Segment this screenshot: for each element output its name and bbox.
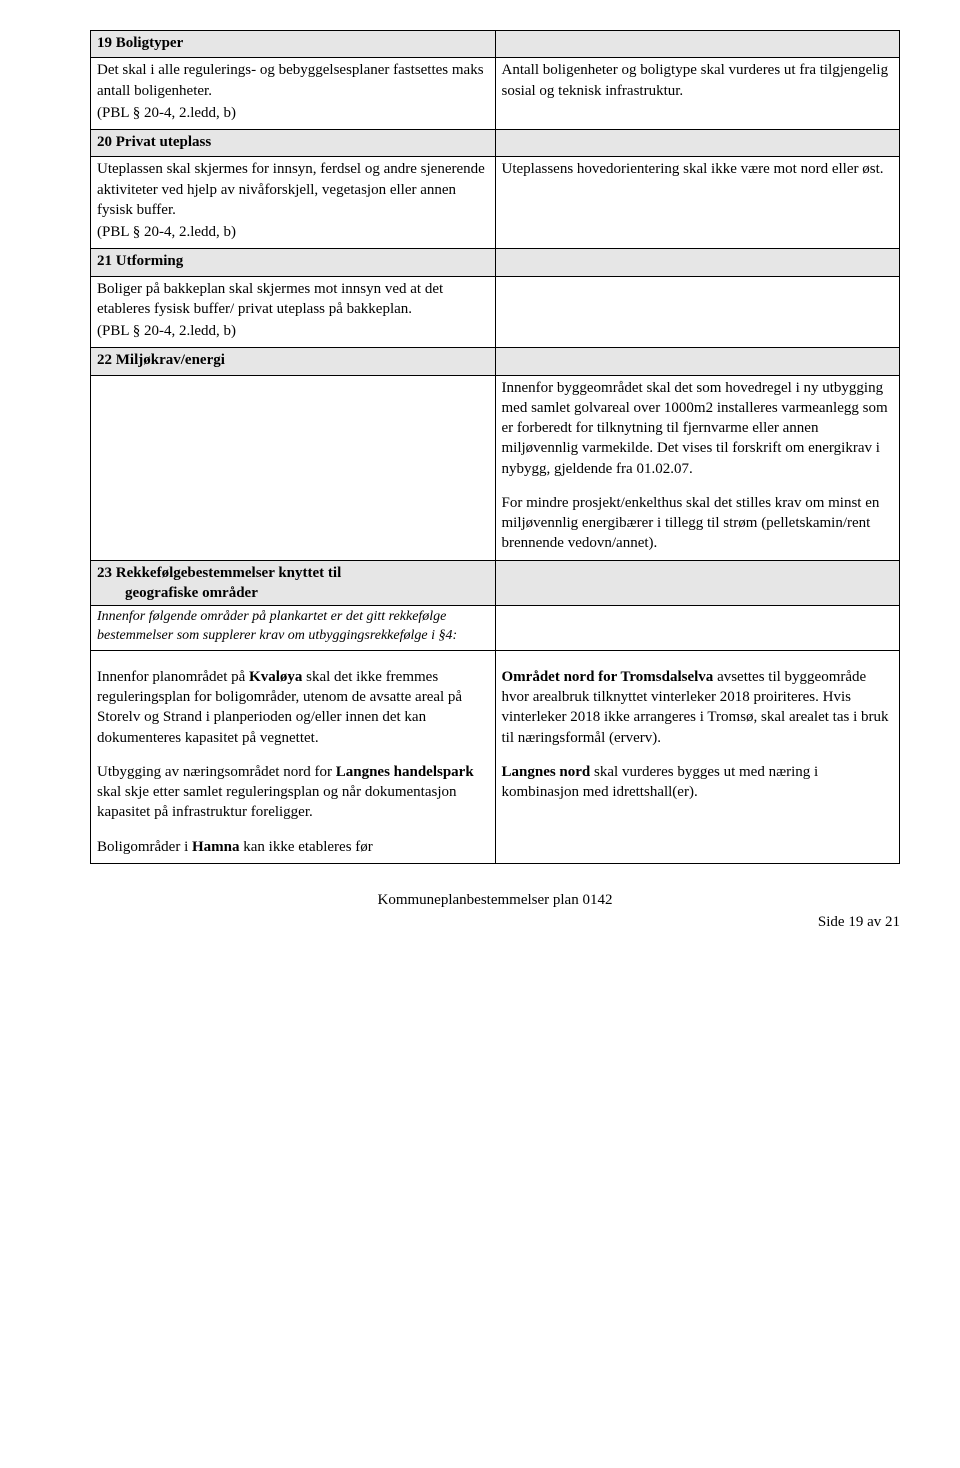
text-bold: Langnes nord (502, 764, 591, 780)
section-20-header-right (495, 130, 900, 157)
section-20-header-row: 20 Privat uteplass (91, 130, 900, 157)
section-21-left: Boliger på bakkeplan skal skjermes mot i… (91, 276, 496, 348)
text: Boligområder i (97, 839, 192, 855)
text: Innenfor planområdet på Kvaløya skal det… (97, 667, 489, 748)
section-20-right: Uteplassens hovedorientering skal ikke v… (495, 157, 900, 249)
section-21-right (495, 276, 900, 348)
section-23-title: 23 Rekkefølgebestemmelser knyttet til ge… (91, 560, 496, 606)
section-21-header-row: 21 Utforming (91, 249, 900, 276)
text: geografiske områder (97, 583, 489, 603)
section-19-title: 19 Boligtyper (91, 31, 496, 58)
text-bold: Hamna (192, 839, 240, 855)
section-22-right: Innenfor byggeområdet skal det som hoved… (495, 375, 900, 560)
section-20-left: Uteplassen skal skjermes for innsyn, fer… (91, 157, 496, 249)
section-19-body-row: Det skal i alle regulerings- og bebyggel… (91, 58, 900, 130)
text: Utbygging av næringsområdet nord for Lan… (97, 762, 489, 823)
text: Boligområder i Hamna kan ikke etableres … (97, 837, 489, 857)
text: Boliger på bakkeplan skal skjermes mot i… (97, 279, 489, 320)
section-23-intro-row: Innenfor følgende områder på plankartet … (91, 606, 900, 651)
text: Området nord for Tromsdalselva avsettes … (502, 667, 894, 748)
section-22-body-row: Innenfor byggeområdet skal det som hoved… (91, 375, 900, 560)
text: Uteplassens hovedorientering skal ikke v… (502, 159, 894, 179)
section-19-right: Antall boligenheter og boligtype skal vu… (495, 58, 900, 130)
section-21-body-row: Boliger på bakkeplan skal skjermes mot i… (91, 276, 900, 348)
section-23-body-row: Innenfor planområdet på Kvaløya skal det… (91, 650, 900, 863)
text: Uteplassen skal skjermes for innsyn, fer… (97, 159, 489, 220)
section-22-left (91, 375, 496, 560)
section-23-header-row: 23 Rekkefølgebestemmelser knyttet til ge… (91, 560, 900, 606)
text-bold: Området nord for Tromsdalselva (502, 669, 714, 685)
text: kan ikke etableres før (240, 839, 373, 855)
text: Langnes nord skal vurderes bygges ut med… (502, 762, 894, 803)
section-20-body-row: Uteplassen skal skjermes for innsyn, fer… (91, 157, 900, 249)
section-23-intro-left: Innenfor følgende områder på plankartet … (91, 606, 496, 651)
section-21-header-right (495, 249, 900, 276)
section-23-header-right (495, 560, 900, 606)
text: skal skje etter samlet reguleringsplan o… (97, 784, 457, 820)
text: (PBL § 20-4, 2.ledd, b) (97, 321, 489, 341)
section-19-left: Det skal i alle regulerings- og bebyggel… (91, 58, 496, 130)
text: (PBL § 20-4, 2.ledd, b) (97, 222, 489, 242)
regulations-table: 19 Boligtyper Det skal i alle regulering… (90, 30, 900, 864)
text: (PBL § 20-4, 2.ledd, b) (97, 103, 489, 123)
section-22-title: 22 Miljøkrav/energi (91, 348, 496, 375)
section-20-title: 20 Privat uteplass (91, 130, 496, 157)
text: For mindre prosjekt/enkelthus skal det s… (502, 493, 894, 554)
footer-title: Kommuneplanbestemmelser plan 0142 (90, 890, 900, 910)
text-bold: Kvaløya (249, 669, 302, 685)
text: Utbygging av næringsområdet nord for (97, 764, 336, 780)
section-22-header-row: 22 Miljøkrav/energi (91, 348, 900, 375)
page-footer: Kommuneplanbestemmelser plan 0142 Side 1… (90, 890, 900, 933)
section-23-left: Innenfor planområdet på Kvaløya skal det… (91, 650, 496, 863)
text-italic: Innenfor følgende områder på plankartet … (97, 608, 489, 646)
page: 19 Boligtyper Det skal i alle regulering… (0, 0, 960, 972)
text: Antall boligenheter og boligtype skal vu… (502, 60, 894, 101)
section-19-header-row: 19 Boligtyper (91, 31, 900, 58)
footer-page-number: Side 19 av 21 (90, 912, 900, 932)
text: Innenfor planområdet på (97, 669, 249, 685)
text-bold: Langnes handelspark (336, 764, 474, 780)
section-21-title: 21 Utforming (91, 249, 496, 276)
section-23-right: Området nord for Tromsdalselva avsettes … (495, 650, 900, 863)
section-22-header-right (495, 348, 900, 375)
section-23-intro-right (495, 606, 900, 651)
text: 23 Rekkefølgebestemmelser knyttet til (97, 563, 489, 583)
text: Det skal i alle regulerings- og bebyggel… (97, 60, 489, 101)
section-19-header-right (495, 31, 900, 58)
text: Innenfor byggeområdet skal det som hoved… (502, 378, 894, 479)
